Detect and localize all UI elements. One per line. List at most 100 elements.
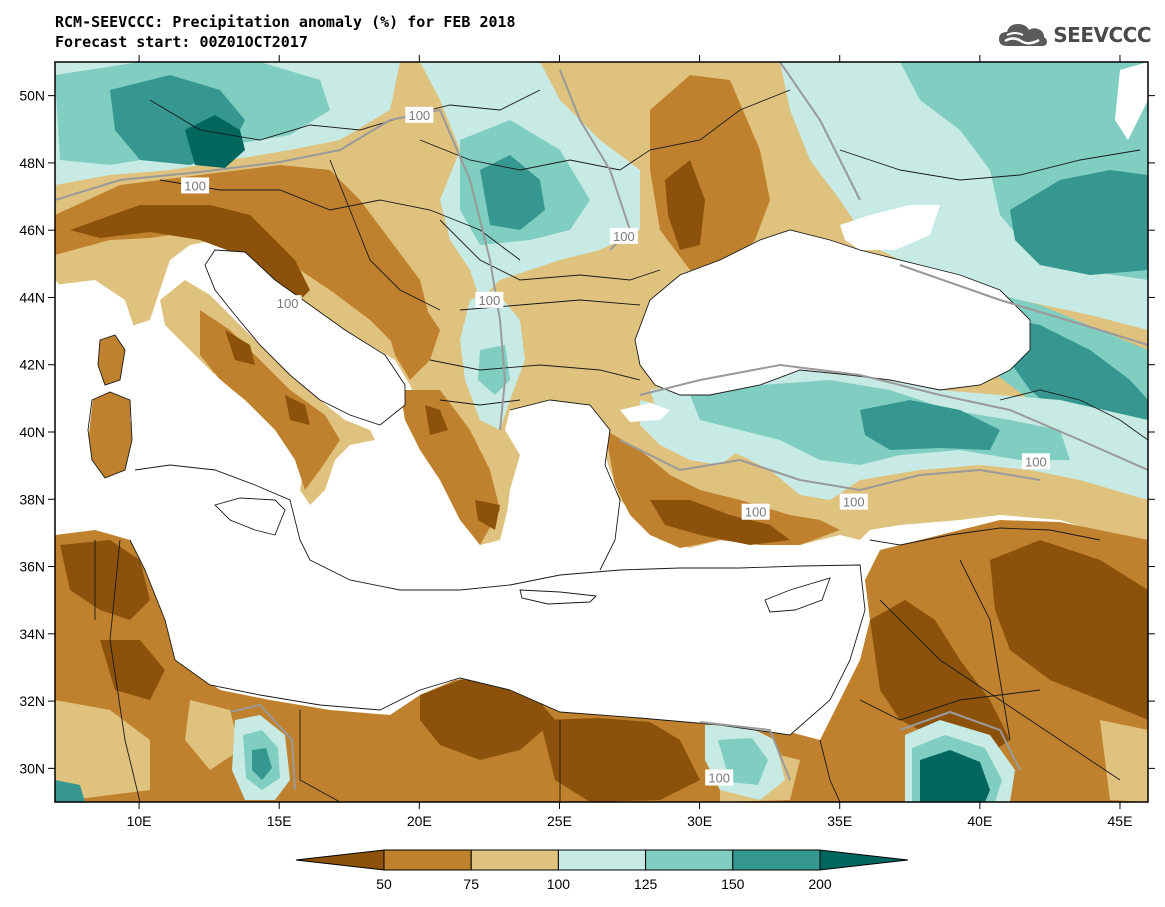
contour-label-bg	[273, 295, 302, 312]
coastline	[214, 497, 286, 536]
wet-saudi-3	[920, 750, 990, 802]
wet-aegean-coast	[640, 400, 740, 465]
marmara	[620, 403, 670, 422]
legend-label: 125	[634, 876, 658, 892]
legend-label: 100	[547, 876, 571, 892]
aegean	[505, 400, 620, 572]
border-line	[839, 149, 1141, 181]
coastline	[509, 399, 621, 571]
contour-label-bg	[475, 291, 504, 308]
contour-label: 100	[479, 293, 501, 308]
seevccc-logo: SEEVCCC	[997, 20, 1151, 50]
contour-label: 100	[708, 770, 730, 785]
map-area: 100 100 100 100 100 100 100 100 100	[55, 62, 1148, 802]
border-line	[159, 179, 521, 261]
border-line	[869, 527, 1101, 546]
contour-label: 100	[745, 505, 767, 520]
contour-line	[779, 62, 861, 201]
seas	[55, 62, 1148, 735]
coastline	[764, 577, 831, 613]
very-dry-greece	[425, 405, 500, 530]
border-line	[429, 359, 641, 381]
contour-line	[639, 363, 1148, 471]
land-corsica	[98, 335, 125, 385]
legend-label: 200	[808, 876, 832, 892]
ligurian	[55, 280, 135, 335]
border-line	[439, 399, 521, 406]
border-line	[959, 559, 1011, 741]
contour-label-bg	[181, 177, 210, 194]
contour-label: 100	[1025, 454, 1047, 469]
border-line	[439, 219, 661, 281]
contour-label-bg	[609, 227, 638, 244]
contour-line	[899, 710, 1021, 771]
lat-tick-label: 38N	[19, 491, 45, 507]
lat-tick-label: 42N	[19, 357, 45, 373]
very-dry-tunisia	[60, 540, 165, 700]
lat-tick-label: 32N	[19, 693, 45, 709]
coastline	[129, 464, 866, 736]
coastline	[519, 589, 597, 605]
caspian-edge	[1115, 62, 1148, 140]
colorbar-legend: 50 75 100 125 150 200	[295, 849, 909, 892]
dry-romania	[380, 290, 440, 380]
wet-tunisia-corner	[55, 780, 85, 802]
lon-tick-label: 45E	[1108, 813, 1133, 829]
lon-tick-label: 30E	[687, 813, 712, 829]
contour-label: 100	[613, 229, 635, 244]
lat-tick-label: 36N	[19, 559, 45, 575]
border-line	[329, 159, 441, 311]
logo-text: SEEVCCC	[1053, 23, 1151, 47]
border-line	[879, 599, 1121, 781]
very-dry-libya	[420, 678, 555, 760]
lat-tick-label: 44N	[19, 289, 45, 305]
contour-line	[899, 264, 1148, 346]
contour-label-bg	[405, 106, 434, 123]
black-sea	[635, 230, 1030, 395]
balearic	[55, 320, 95, 520]
legend-swatch	[383, 849, 472, 871]
wet-east-3	[1010, 170, 1148, 275]
land-sardinia	[88, 392, 132, 478]
very-dry-alps	[70, 205, 310, 300]
legend-swatch-high	[819, 849, 909, 871]
lon-tick-label: 25E	[547, 813, 572, 829]
dry-greece	[400, 390, 500, 545]
border-line	[819, 739, 841, 802]
legend-swatch-low	[295, 849, 385, 871]
contour-label-bg	[1021, 453, 1050, 470]
legend-swatch	[732, 849, 821, 871]
lon-tick-label: 35E	[827, 813, 852, 829]
contour-line	[619, 439, 1041, 492]
map-title: RCM-SEEVCCC: Precipitation anomaly (%) f…	[55, 13, 516, 31]
cloud-icon	[999, 24, 1048, 46]
lat-tick-label: 46N	[19, 222, 45, 238]
lat-tick-label: 50N	[19, 88, 45, 104]
coastline	[87, 391, 133, 479]
lon-tick-label: 40E	[967, 813, 992, 829]
legend-swatch	[470, 849, 559, 871]
tyrrhenian	[130, 325, 300, 495]
contour-label: 100	[843, 495, 865, 510]
contour-line	[699, 721, 791, 781]
lon-tick-label: 10E	[127, 813, 152, 829]
contour-label-bg	[839, 493, 868, 510]
legend-label: 150	[721, 876, 745, 892]
latitude-axis: 30N 32N 34N 36N 38N 40N 42N 44N 46N 48N 50N	[19, 88, 1155, 776]
very-dry-arabia	[990, 540, 1148, 720]
wet-libya-spot-3	[252, 748, 272, 780]
mediterranean-central	[130, 465, 865, 735]
border-line	[149, 89, 541, 141]
contour-labels: 100 100 100 100 100 100 100 100 100	[181, 106, 1050, 786]
legend-label: 75	[463, 876, 479, 892]
wet-central-europe-4	[185, 115, 245, 168]
contour-label: 100	[408, 108, 430, 123]
contour-line	[55, 109, 441, 201]
contour-label-bg	[741, 503, 770, 520]
very-dry-turkey	[650, 500, 790, 545]
lat-tick-label: 30N	[19, 760, 45, 776]
border-line	[419, 89, 791, 171]
border-line	[109, 539, 141, 802]
wet-serbia-2	[478, 345, 510, 395]
contour-line	[439, 109, 507, 431]
